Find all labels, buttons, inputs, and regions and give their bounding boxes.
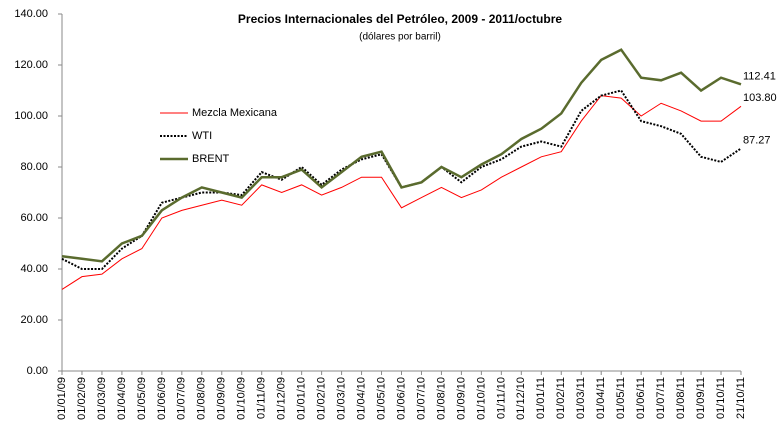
value-label: 112.41 [743,70,776,82]
value-label: 103.80 [743,92,777,104]
x-tick-label: 01/05/09 [136,377,148,420]
series-line [61,89,742,270]
value-label: 87.27 [743,134,771,146]
x-tick-label: 01/08/10 [435,377,447,420]
x-tick-label: 01/07/11 [655,377,667,419]
y-tick-label: 80.00 [20,161,48,173]
x-tick-label: 01/02/09 [76,377,88,420]
x-tick-label: 01/05/11 [615,377,627,419]
x-tick-label: 01/07/09 [176,377,188,420]
x-tick-label: 01/08/11 [675,377,687,419]
x-tick-label: 01/04/10 [355,377,367,420]
x-tick-label: 01/05/10 [375,377,387,420]
x-tick-label: 01/01/10 [296,377,308,420]
y-tick-label: 0.00 [27,365,48,377]
x-tick-label: 01/03/09 [96,377,108,420]
x-tick-label: 01/01/11 [535,377,547,419]
legend-label: WTI [192,130,212,142]
x-tick-label: 01/02/10 [316,377,328,420]
x-tick-label: 01/11/09 [256,377,268,419]
y-tick-label: 100.00 [14,110,48,122]
y-tick-label: 40.00 [20,263,48,275]
x-tick-label: 01/12/09 [276,377,288,420]
legend-label: BRENT [192,153,230,165]
x-tick-label: 01/08/09 [196,377,208,420]
x-tick-label: 01/03/10 [335,377,347,420]
chart-subtitle: (dólares por barril) [359,32,441,43]
series-line [61,48,742,263]
x-tick-label: 01/03/11 [575,377,587,419]
series-line [61,95,742,290]
x-tick-label: 01/09/11 [695,377,707,419]
x-tick-label: 01/02/11 [555,377,567,419]
x-tick-label: 01/07/10 [415,377,427,420]
y-tick-label: 140.00 [14,8,48,20]
y-tick-label: 120.00 [14,59,48,71]
legend-label: Mezcla Mexicana [192,107,278,119]
x-tick-label: 01/09/09 [216,377,228,420]
x-tick-label: 01/10/10 [475,377,487,420]
x-tick-label: 01/06/10 [395,377,407,420]
x-tick-label: 01/10/09 [236,377,248,420]
x-tick-label: 01/12/10 [515,377,527,420]
x-tick-label: 01/01/09 [56,377,68,420]
x-tick-label: 21/10/11 [735,377,747,419]
x-tick-label: 01/11/10 [495,377,507,419]
x-tick-label: 01/09/10 [455,377,467,420]
x-tick-label: 01/10/11 [715,377,727,419]
y-tick-label: 60.00 [20,212,48,224]
y-tick-label: 20.00 [20,314,48,326]
chart-title: Precios Internacionales del Petróleo, 20… [238,12,562,26]
x-tick-label: 01/04/11 [595,377,607,419]
x-tick-label: 01/06/11 [635,377,647,419]
x-tick-label: 01/04/09 [116,377,128,420]
x-tick-label: 01/06/09 [156,377,168,420]
